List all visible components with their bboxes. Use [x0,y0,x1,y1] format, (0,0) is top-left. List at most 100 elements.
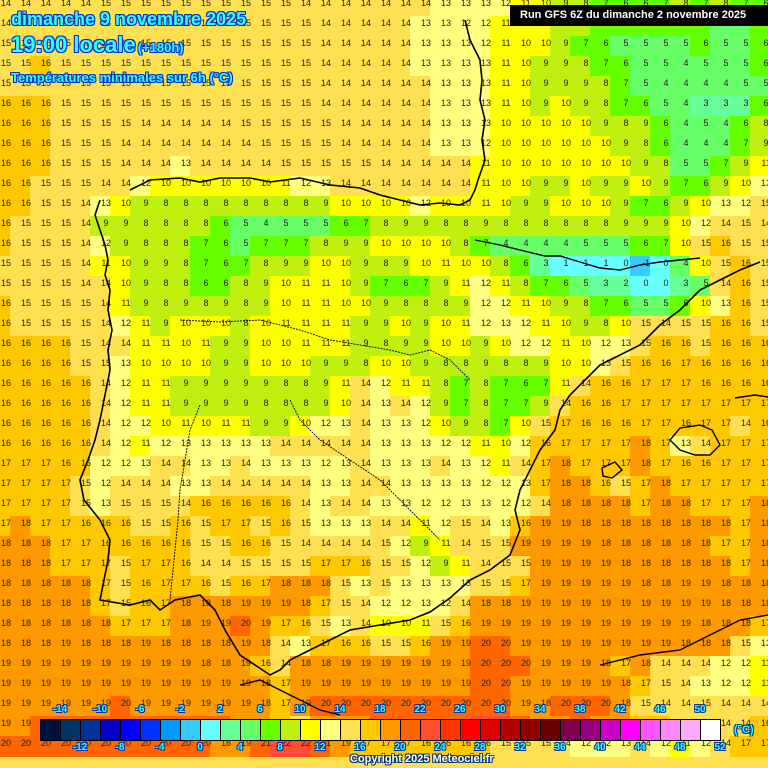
temperature-value: 14 [200,138,211,148]
temperature-value: 12 [120,438,131,448]
temperature-value: 16 [240,538,251,548]
legend-label: 18 [374,704,386,715]
temperature-value: 8 [463,238,469,248]
temperature-value: 18 [60,578,71,588]
temperature-value: 10 [160,178,171,188]
temperature-value: 19 [640,638,651,648]
temperature-value: 9 [383,318,389,328]
temperature-value: 13 [340,478,351,488]
temperature-value: 18 [60,598,71,608]
temperature-value: 10 [400,318,411,328]
temperature-fill [0,36,11,57]
temperature-fill [0,136,11,157]
temperature-value: 11 [461,318,471,328]
temperature-value: 15 [320,158,331,168]
legend-label: -6 [135,704,145,715]
temperature-value: 19 [580,658,591,668]
temperature-value: 10 [520,38,531,48]
temperature-fill [550,176,571,197]
temperature-value: 18 [260,638,271,648]
temperature-value: 7 [203,238,209,248]
temperature-value: 9 [403,258,409,268]
temperature-value: 9 [363,278,369,288]
temperature-value: 19 [140,638,151,648]
temperature-value: 9 [643,158,649,168]
temperature-value: 11 [441,258,451,268]
temperature-value: 10 [180,358,191,368]
temperature-fill [0,156,11,177]
temperature-value: 13 [460,0,471,8]
temperature-value: 8 [503,258,509,268]
temperature-value: 17 [120,618,131,628]
temperature-value: 12 [380,378,391,388]
temperature-value: 11 [121,298,131,308]
temperature-fill [610,96,631,117]
temperature-value: 15 [320,618,331,628]
temperature-value: 18 [640,658,651,668]
temperature-value: 13 [520,478,531,488]
temperature-value: 9 [543,178,549,188]
temperature-value: 14 [360,538,371,548]
temperature-value: 9 [543,58,549,68]
temperature-fill [710,96,731,117]
temperature-fill [410,0,431,17]
temperature-value: 17 [620,658,631,668]
legend-label: 26 [454,704,466,715]
legend-swatch [101,720,121,740]
temperature-value: 11 [341,378,351,388]
temperature-value: 18 [0,538,11,548]
temperature-value: 18 [760,598,768,608]
temperature-fill [550,116,571,137]
temperature-value: 19 [280,598,291,608]
temperature-value: 15 [700,318,711,328]
temperature-value: 10 [440,198,451,208]
temperature-fill [710,156,731,177]
temperature-value: 19 [0,718,11,728]
temperature-value: 12 [480,38,491,48]
temperature-value: 15 [80,358,91,368]
temperature-value: 19 [300,678,311,688]
temperature-fill [110,156,131,177]
temperature-value: 14 [100,378,111,388]
temperature-value: 6 [563,278,569,288]
temperature-value: 15 [20,238,31,248]
temperature-value: 11 [161,398,171,408]
temperature-fill [50,36,71,57]
temperature-value: 13 [420,58,431,68]
temperature-value: 18 [620,498,631,508]
temperature-value: 13 [200,458,211,468]
temperature-value: 10 [600,138,611,148]
temperature-fill [290,0,311,17]
temperature-value: 19 [260,598,271,608]
temperature-value: 8 [203,218,209,228]
temperature-value: 8 [463,358,469,368]
temperature-value: 19 [20,678,31,688]
temperature-value: 9 [363,338,369,348]
temperature-value: 5 [623,238,629,248]
temperature-fill [630,56,651,77]
temperature-value: 15 [220,38,231,48]
temperature-value: 10 [500,118,511,128]
temperature-value: 15 [160,498,171,508]
temperature-value: 9 [223,298,229,308]
temperature-value: 16 [60,398,71,408]
temperature-value: 18 [0,638,11,648]
temperature-value: 15 [700,238,711,248]
temperature-value: 10 [260,178,271,188]
temperature-value: 9 [543,198,549,208]
temperature-value: 19 [180,658,191,668]
temperature-value: 2 [623,278,629,288]
temperature-value: 16 [40,398,51,408]
temperature-value: 15 [60,258,71,268]
temperature-fill [70,0,91,17]
temperature-value: 18 [600,538,611,548]
temperature-value: 15 [240,98,251,108]
temperature-value: 9 [523,198,529,208]
temperature-value: 13 [480,0,491,8]
temperature-value: 12 [140,178,151,188]
temperature-value: 10 [680,238,691,248]
temperature-value: 19 [60,658,71,668]
temperature-fill [510,36,531,57]
temperature-value: 9 [583,318,589,328]
temperature-fill [490,176,511,197]
